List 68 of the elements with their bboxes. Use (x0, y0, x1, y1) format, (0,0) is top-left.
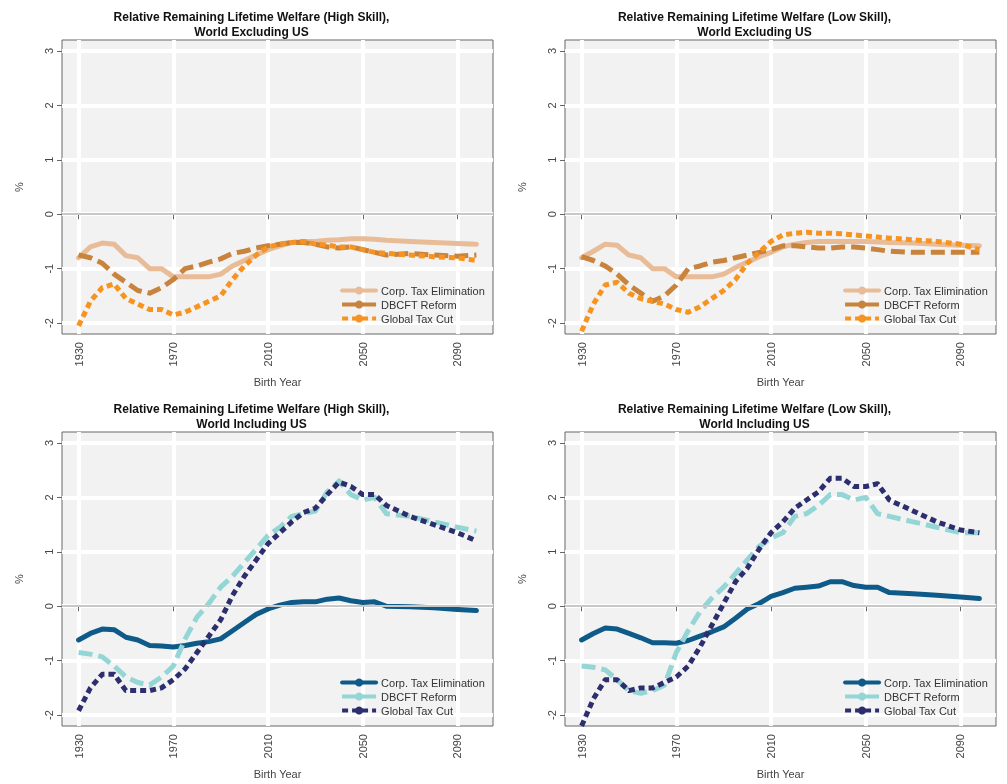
y-tick-label: 0 (545, 211, 558, 218)
y-tick-label: 2 (545, 102, 558, 109)
legend-label: Corp. Tax Elimination (884, 284, 988, 297)
legend-label: DBCFT Reform (381, 298, 457, 311)
y-tick-label: -2 (545, 318, 558, 328)
x-tick-label: 1970 (167, 734, 180, 759)
x-tick-label: 2050 (356, 734, 369, 759)
y-tick-label: 3 (42, 47, 55, 54)
legend-label: Global Tax Cut (381, 704, 454, 717)
y-tick-label: 2 (42, 494, 55, 501)
legend-label: Corp. Tax Elimination (884, 676, 988, 689)
x-tick-label: 2090 (954, 342, 967, 367)
legend-label: Corp. Tax Elimination (381, 284, 485, 297)
x-axis-title: Birth Year (253, 767, 302, 780)
y-tick-label: -1 (545, 655, 558, 666)
x-tick-label: 1930 (72, 734, 85, 759)
x-tick-label: 2010 (262, 734, 275, 759)
x-tick-label: 2010 (262, 342, 275, 367)
x-tick-label: 2050 (356, 342, 369, 367)
y-tick-label: 3 (545, 47, 558, 54)
y-tick-label: 1 (545, 548, 558, 555)
x-tick-label: 1930 (575, 342, 588, 367)
legend-label: DBCFT Reform (884, 690, 960, 703)
x-axis-title: Birth Year (756, 375, 805, 388)
x-tick-label: 2010 (765, 734, 778, 759)
chart-title: Relative Remaining Lifetime Welfare (Low Skill), World Excluding US (617, 9, 892, 39)
y-tick-label: 2 (545, 494, 558, 501)
y-tick-label: -1 (545, 263, 558, 274)
legend-label: DBCFT Reform (381, 690, 457, 703)
y-tick-label: -2 (42, 318, 55, 328)
y-axis-title: % (515, 573, 528, 584)
x-tick-label: 1970 (670, 342, 683, 367)
y-axis-title: % (12, 181, 25, 192)
legend-label: Global Tax Cut (884, 704, 957, 717)
y-tick-label: 1 (42, 156, 55, 163)
y-tick-label: 1 (545, 156, 558, 163)
y-tick-label: 3 (42, 439, 55, 446)
x-tick-label: 2090 (451, 734, 464, 759)
y-tick-label: 0 (42, 603, 55, 610)
x-tick-label: 1930 (72, 342, 85, 367)
y-tick-label: 0 (42, 211, 55, 218)
y-tick-label: 2 (42, 102, 55, 109)
y-tick-label: -1 (42, 263, 55, 274)
x-axis-title: Birth Year (253, 375, 302, 388)
legend-label: Corp. Tax Elimination (381, 676, 485, 689)
x-axis-title: Birth Year (756, 767, 805, 780)
x-tick-label: 2090 (954, 734, 967, 759)
y-tick-label: 0 (545, 603, 558, 610)
y-tick-label: 3 (545, 439, 558, 446)
chart-title: Relative Remaining Lifetime Welfare (High Skill), World Excluding US (113, 9, 390, 39)
x-tick-label: 1970 (670, 734, 683, 759)
x-tick-label: 2010 (765, 342, 778, 367)
x-tick-label: 1930 (575, 734, 588, 759)
x-tick-label: 2090 (451, 342, 464, 367)
x-tick-label: 2050 (859, 734, 872, 759)
y-tick-label: -1 (42, 655, 55, 666)
y-tick-label: 1 (42, 548, 55, 555)
chart-title: Relative Remaining Lifetime Welfare (High Skill), World Including US (113, 401, 390, 431)
legend-label: Global Tax Cut (884, 312, 957, 325)
y-axis-title: % (515, 181, 528, 192)
y-tick-label: -2 (545, 710, 558, 720)
legend-label: DBCFT Reform (884, 298, 960, 311)
chart-title: Relative Remaining Lifetime Welfare (Low Skill), World Including US (617, 401, 892, 431)
x-tick-label: 2050 (859, 342, 872, 367)
x-tick-label: 1970 (167, 342, 180, 367)
legend-label: Global Tax Cut (381, 312, 454, 325)
y-tick-label: -2 (42, 710, 55, 720)
y-axis-title: % (12, 573, 25, 584)
